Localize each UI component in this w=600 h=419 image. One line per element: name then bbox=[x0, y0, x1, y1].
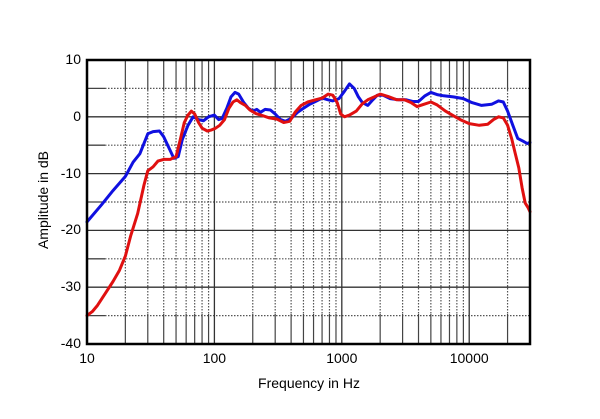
blue-trace-line bbox=[85, 82, 532, 224]
y-tick-label: 0 bbox=[73, 107, 81, 124]
x-axis-label: Frequency in Hz bbox=[258, 375, 360, 391]
x-axis-label-wrap: Frequency in Hz bbox=[0, 375, 600, 391]
y-tick-label: -10 bbox=[60, 164, 81, 181]
red-trace-line bbox=[85, 92, 532, 318]
grid-lines bbox=[87, 60, 531, 344]
y-tick-label: -30 bbox=[60, 278, 81, 295]
x-tick-label: 1000 bbox=[326, 350, 358, 366]
x-tick-label: 100 bbox=[202, 350, 227, 366]
plot-frame bbox=[85, 58, 532, 346]
y-tick-label: -20 bbox=[60, 221, 81, 238]
x-tick-label: 10000 bbox=[449, 350, 489, 366]
x-tick-label: 10 bbox=[79, 350, 95, 366]
data-series bbox=[85, 82, 532, 318]
y-tick-label: -40 bbox=[60, 335, 81, 351]
y-tick-label: 10 bbox=[65, 51, 81, 67]
y-axis-label: Amplitude in dB bbox=[35, 150, 51, 250]
